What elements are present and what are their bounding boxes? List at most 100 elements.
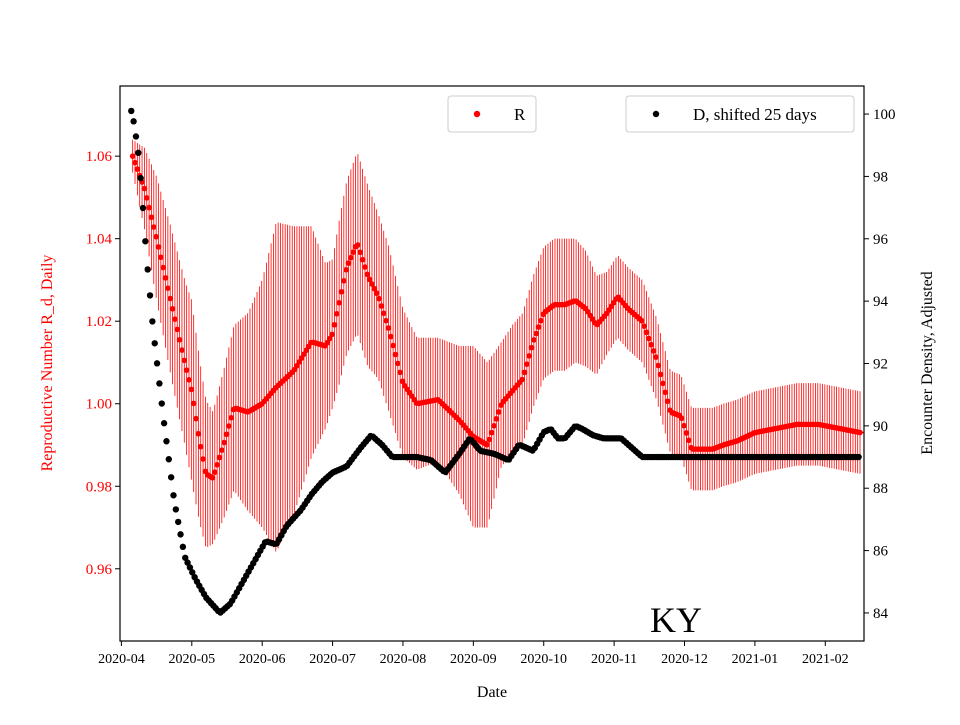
r-point bbox=[228, 414, 235, 421]
r-point bbox=[167, 295, 174, 302]
r-point bbox=[172, 316, 178, 322]
legend-d-label: D, shifted 25 days bbox=[693, 105, 817, 124]
y-left-tick-label: 0.96 bbox=[86, 562, 113, 578]
r-point bbox=[181, 357, 188, 364]
r-point bbox=[394, 360, 401, 367]
d-point bbox=[139, 204, 147, 212]
r-point bbox=[141, 185, 148, 192]
r-point bbox=[186, 376, 192, 383]
r-point bbox=[488, 429, 495, 436]
r-point bbox=[660, 380, 666, 387]
y-right-tick-label: 84 bbox=[873, 606, 889, 622]
y-axis-right: 84 86 88 90 92 94 96 98 100 bbox=[864, 107, 896, 622]
r-point bbox=[333, 310, 340, 317]
d-series bbox=[128, 107, 862, 616]
r-point bbox=[383, 317, 389, 324]
x-tick-label: 2021-02 bbox=[802, 652, 849, 667]
legend-r-marker bbox=[473, 110, 481, 118]
r-point bbox=[366, 276, 373, 283]
d-point bbox=[142, 238, 149, 245]
r-point bbox=[179, 347, 185, 353]
d-point bbox=[189, 569, 196, 576]
x-tick-label: 2020-11 bbox=[591, 652, 637, 667]
r-point bbox=[326, 335, 333, 342]
r-point bbox=[380, 310, 387, 317]
r-point bbox=[211, 469, 218, 475]
r-point bbox=[223, 431, 230, 438]
d-point bbox=[167, 474, 175, 481]
r-point bbox=[174, 326, 181, 333]
r-point bbox=[526, 353, 532, 359]
y-left-tick-label: 1.06 bbox=[86, 149, 113, 165]
d-point bbox=[182, 554, 189, 561]
r-point bbox=[341, 277, 347, 284]
y-right-tick-label: 92 bbox=[873, 357, 888, 373]
r-point bbox=[399, 378, 406, 385]
r-point bbox=[343, 266, 349, 273]
r-point bbox=[190, 400, 197, 407]
d-point bbox=[151, 340, 158, 347]
d-point bbox=[153, 360, 161, 367]
r-point bbox=[664, 398, 671, 405]
r-point bbox=[531, 337, 537, 343]
r-point bbox=[216, 454, 223, 461]
r-point bbox=[491, 422, 497, 429]
d-point bbox=[146, 292, 154, 299]
d-point bbox=[165, 456, 173, 463]
r-point bbox=[521, 369, 528, 376]
y-left-tick-label: 1.00 bbox=[86, 397, 112, 413]
d-point bbox=[156, 380, 163, 387]
r-point bbox=[200, 456, 206, 462]
x-axis-label: Date bbox=[477, 684, 507, 701]
x-tick-label: 2021-01 bbox=[732, 652, 779, 667]
r-point bbox=[648, 341, 654, 348]
r-point bbox=[357, 249, 364, 256]
r-point bbox=[359, 256, 366, 263]
r-point bbox=[165, 285, 171, 291]
r-point bbox=[662, 389, 669, 396]
d-point bbox=[186, 564, 194, 571]
y-axis-left: 0.96 0.98 1.00 1.02 1.04 1.06 bbox=[86, 149, 120, 578]
x-tick-label: 2020-09 bbox=[450, 652, 497, 667]
r-point bbox=[183, 367, 190, 373]
r-point bbox=[528, 344, 535, 351]
r-point bbox=[535, 324, 542, 330]
r-point bbox=[685, 437, 692, 444]
r-point bbox=[371, 285, 378, 292]
y-right-tick-label: 100 bbox=[873, 107, 896, 123]
d-point bbox=[128, 107, 135, 115]
r-point bbox=[331, 321, 338, 328]
d-point bbox=[130, 118, 137, 125]
d-point bbox=[132, 133, 140, 140]
x-tick-label: 2020-06 bbox=[239, 652, 286, 667]
r-point bbox=[646, 335, 652, 342]
r-point bbox=[329, 331, 335, 338]
y-left-tick-label: 0.98 bbox=[86, 479, 112, 495]
r-point bbox=[655, 362, 662, 369]
d-point bbox=[135, 149, 142, 157]
d-point bbox=[144, 266, 151, 273]
legend-d-marker bbox=[652, 110, 660, 118]
r-point bbox=[193, 415, 199, 422]
r-point bbox=[160, 264, 166, 271]
r-point bbox=[221, 439, 227, 446]
y-right-tick-label: 98 bbox=[873, 169, 888, 185]
d-point bbox=[177, 531, 184, 538]
x-tick-label: 2020-07 bbox=[309, 652, 356, 667]
d-point bbox=[174, 518, 182, 526]
r-point bbox=[153, 233, 159, 240]
r-point bbox=[155, 244, 162, 250]
r-point bbox=[219, 447, 225, 453]
x-tick-label: 2020-10 bbox=[520, 652, 567, 667]
r-point bbox=[132, 159, 138, 166]
r-point bbox=[486, 436, 493, 443]
r-point bbox=[376, 295, 382, 302]
y-left-tick-label: 1.04 bbox=[86, 232, 113, 248]
r-point bbox=[143, 195, 150, 201]
d-point bbox=[179, 543, 187, 551]
r-point bbox=[533, 330, 540, 337]
r-point bbox=[150, 224, 157, 230]
y-right-tick-label: 94 bbox=[873, 294, 889, 310]
r-point bbox=[643, 329, 650, 336]
